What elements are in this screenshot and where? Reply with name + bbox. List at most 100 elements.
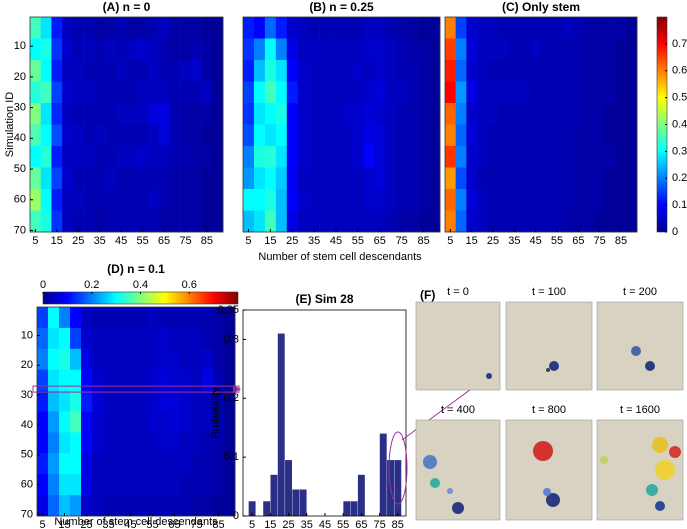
heat-cell xyxy=(126,17,138,39)
x-tick-label: 25 xyxy=(72,235,84,247)
heat-cell xyxy=(509,103,520,125)
heat-cell xyxy=(48,327,60,350)
heat-cell xyxy=(115,210,127,233)
heat-cell xyxy=(72,167,84,190)
heat-cell xyxy=(297,81,309,104)
heat-cell xyxy=(341,38,353,61)
heat-cell xyxy=(126,124,138,147)
heat-cell xyxy=(275,167,288,190)
heat-cell xyxy=(519,17,531,39)
heat-cell xyxy=(330,38,342,61)
heat-cell xyxy=(243,210,255,233)
heat-cell xyxy=(243,146,255,168)
heat-cell xyxy=(418,167,430,190)
heat-cell xyxy=(341,124,353,147)
heat-cell xyxy=(498,189,510,211)
heat-cell xyxy=(466,210,478,233)
heat-cell xyxy=(169,124,181,147)
heat-cell xyxy=(126,189,138,211)
heat-cell xyxy=(115,124,127,147)
heat-cell xyxy=(169,38,181,61)
heat-cell xyxy=(297,38,309,61)
heat-cell xyxy=(583,38,595,61)
heat-cell xyxy=(212,81,224,104)
heat-cell xyxy=(330,189,342,211)
heat-cell xyxy=(115,38,127,61)
heat-cell xyxy=(191,327,203,350)
heat-cell xyxy=(169,390,181,412)
heat-cell xyxy=(37,348,49,370)
x-tick-label: 35 xyxy=(301,519,313,529)
heat-cell xyxy=(180,474,192,496)
heat-cell xyxy=(180,189,192,211)
heat-cell xyxy=(105,210,117,233)
heat-cell xyxy=(94,81,106,104)
heat-cell xyxy=(169,307,181,329)
heat-cell xyxy=(81,348,93,370)
x-tick-label: 45 xyxy=(530,235,542,247)
heat-cell xyxy=(125,390,137,412)
heat-cell xyxy=(407,81,419,104)
heat-cell xyxy=(202,432,214,454)
heat-cell xyxy=(418,210,430,233)
heat-cell xyxy=(201,210,213,233)
heat-cell xyxy=(81,474,93,496)
heat-cell xyxy=(418,189,430,211)
heat-cell xyxy=(62,81,74,104)
heat-cell xyxy=(498,38,510,61)
heat-cell xyxy=(48,474,60,496)
heat-cell xyxy=(243,17,255,39)
heat-cell xyxy=(319,167,331,190)
heat-cell xyxy=(519,167,531,190)
heat-cell xyxy=(158,146,170,168)
heat-cell xyxy=(297,210,309,233)
heat-cell xyxy=(147,495,159,517)
heat-cell xyxy=(286,146,299,168)
heat-cell xyxy=(407,38,419,61)
heat-cell xyxy=(224,390,236,412)
cell-cluster xyxy=(646,484,658,496)
heat-cell xyxy=(477,17,488,39)
colorbar-label: 0.5 xyxy=(672,92,687,104)
heat-cell xyxy=(125,327,137,350)
heat-cell xyxy=(62,210,74,233)
heat-cell xyxy=(264,124,277,147)
cell-cluster xyxy=(452,502,464,514)
heat-cell xyxy=(103,348,115,370)
heat-cell xyxy=(136,411,148,433)
heat-cell xyxy=(264,146,277,168)
heat-cell xyxy=(180,60,192,82)
heat-cell xyxy=(158,327,170,350)
heat-cell xyxy=(341,81,353,104)
y-tick-label: 20 xyxy=(14,71,26,83)
heat-cell xyxy=(191,369,203,391)
colorbar-label: 0.4 xyxy=(672,118,687,130)
heat-cell xyxy=(147,189,159,211)
heat-cell xyxy=(407,167,419,190)
heat-cell xyxy=(136,390,148,412)
heat-cell xyxy=(605,167,616,190)
heat-cell xyxy=(92,453,104,475)
heat-cell xyxy=(126,210,138,233)
heat-cell xyxy=(562,81,574,104)
heat-cell xyxy=(190,210,202,233)
heat-cell xyxy=(70,432,82,454)
heat-cell xyxy=(297,167,309,190)
heat-cell xyxy=(541,146,552,168)
colorbar-label: 0.7 xyxy=(672,38,687,50)
x-tick-label: 45 xyxy=(319,519,331,529)
heat-cell xyxy=(308,167,320,190)
heat-cell xyxy=(30,81,42,104)
heat-cell xyxy=(201,60,213,82)
heat-cell xyxy=(352,189,364,211)
bar xyxy=(357,474,365,516)
heat-cell xyxy=(83,210,95,233)
heat-cell xyxy=(253,38,266,61)
heat-cell xyxy=(94,124,106,147)
heat-cell xyxy=(51,81,63,104)
heat-cell xyxy=(48,432,60,454)
heat-cell xyxy=(487,210,499,233)
heat-cell xyxy=(180,103,192,125)
heat-cell xyxy=(114,369,126,391)
heat-cell xyxy=(147,327,159,350)
